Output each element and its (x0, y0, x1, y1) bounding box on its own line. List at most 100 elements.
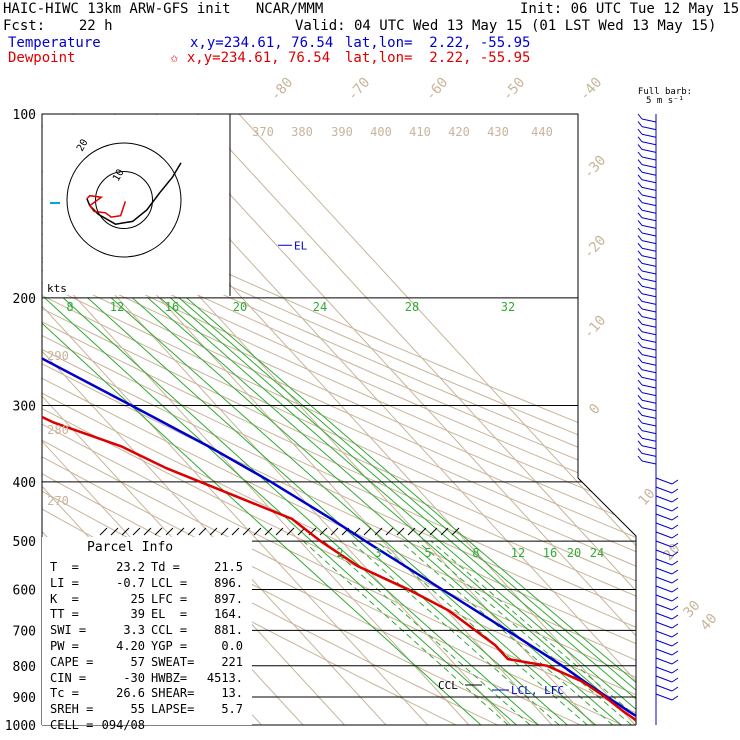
wind-barb (637, 136, 643, 143)
hodograph-ring-label: 10 (111, 168, 127, 184)
wind-barb (641, 392, 657, 397)
wind-barb (637, 189, 643, 196)
wind-barb (641, 270, 657, 275)
parcel-label: LCL = (151, 575, 188, 590)
wind-barb (641, 133, 657, 138)
wind-barb (655, 576, 673, 584)
wind-barb (637, 280, 643, 287)
mixing-ratio-label: 5 (424, 546, 431, 560)
wind-barb (655, 531, 673, 539)
hatch-mark (286, 527, 295, 536)
parcel-row: PW = 4.20 YGP = 0.0 (50, 640, 243, 652)
wind-barb (637, 364, 643, 371)
mixing-ratio-line (302, 540, 509, 725)
wind-barb (637, 379, 643, 386)
wind-barb (637, 296, 643, 302)
theta-label: 390 (331, 125, 353, 139)
wind-barb (641, 118, 657, 123)
wind-barb (637, 121, 643, 127)
wind-barb (671, 569, 679, 575)
wind-barb (641, 164, 657, 169)
isotherm-label: 0 (586, 401, 604, 418)
wind-barb (641, 346, 657, 351)
isotherm-label: -10 (581, 313, 610, 343)
pressure-tick-label: 400 (13, 476, 36, 491)
wind-barb (641, 217, 657, 222)
wind-barb (637, 425, 643, 431)
pressure-tick-label: 1000 (5, 719, 36, 734)
hatch-mark (319, 527, 328, 536)
isotherm-label: -30 (581, 153, 610, 183)
hatch-mark (429, 527, 438, 536)
parcel-label: TT = (50, 607, 79, 622)
wind-barb (637, 402, 643, 409)
wind-barb (637, 341, 643, 348)
theta-label: 290 (47, 349, 69, 363)
isotherm-label: -50 (500, 75, 529, 105)
hatch-mark (231, 527, 240, 536)
hatch-mark (396, 527, 405, 536)
mixing-ratio-label: 8 (66, 300, 73, 314)
theta-label: 280 (47, 423, 69, 437)
dry-adiabat-line (42, 114, 636, 725)
dry-adiabat-line (42, 114, 636, 725)
wind-barb (637, 212, 643, 219)
wind-barb (671, 551, 679, 557)
wind-barb (641, 255, 657, 260)
dewpoint-xy: ✩ x,y=234.61, 76.54 (170, 50, 331, 66)
hodograph-ring (95, 171, 153, 229)
wind-barb (637, 273, 643, 279)
parcel-row: CAPE = 57 SWEAT= 221 (50, 656, 243, 668)
isotherm-line (0, 114, 13, 725)
wind-barb (641, 316, 657, 321)
wind-barb (641, 369, 657, 374)
wind-barb (655, 540, 673, 548)
wind-barb (637, 455, 643, 462)
wind-barb (655, 567, 673, 575)
wind-barb (655, 684, 673, 692)
wind-barb (637, 174, 643, 181)
temperature-xy: x,y=234.61, 76.54 (190, 35, 334, 51)
isotherm-label: -60 (423, 75, 452, 105)
isotherm-label: 30 (680, 598, 703, 621)
theta-label: 380 (291, 125, 313, 139)
theta-label: 400 (370, 125, 392, 139)
parcel-label: YGP = (151, 639, 188, 653)
wind-barb (641, 460, 657, 465)
parcel-label: CAPE = (50, 654, 94, 669)
hatch-mark (198, 527, 207, 536)
dry-adiabat-line (42, 114, 636, 725)
valid-time: Valid: 04 UTC Wed 13 May 15 (01 LST Wed … (295, 18, 717, 34)
parcel-label: LFC = (151, 591, 188, 606)
parcel-row: T = 23.2 Td = 21.5 (50, 561, 243, 573)
isotherm-line (42, 114, 470, 725)
wind-barb (637, 311, 643, 317)
dry-adiabat-line (42, 114, 636, 725)
wind-barb (637, 334, 643, 340)
parcel-label: SHEAR= (151, 686, 195, 701)
wind-barb (641, 414, 657, 419)
parcel-value: 13. (221, 686, 243, 701)
mixing-ratio-label: 32 (501, 300, 515, 314)
dry-adiabat-line (42, 114, 636, 725)
hodograph-ring (66, 142, 182, 258)
forecast-hour: Fcst: 22 h (3, 18, 113, 34)
isotherm-label: -70 (345, 75, 374, 105)
mixing-ratio-label: 28 (405, 300, 419, 314)
parcel-value: -0.7 (116, 575, 145, 590)
parcel-row: Tc = 26.6 SHEAR= 13. (50, 687, 243, 699)
barb-legend-text: 5 m s⁻¹ (646, 96, 684, 106)
parcel-value: -30 (123, 670, 145, 685)
dewpoint-legend: Dewpoint (8, 50, 76, 66)
lcl-lfc-label: LCL, LFC (511, 684, 564, 697)
isotherm-label: -80 (268, 75, 297, 105)
wind-barb (655, 522, 673, 530)
parcel-value: 26.6 (116, 686, 145, 701)
dry-adiabat-line (42, 114, 636, 725)
wind-barb (671, 695, 679, 701)
parcel-value: 0.0 (221, 639, 243, 653)
wind-barb (641, 338, 657, 343)
isotherm-line (238, 114, 636, 725)
wind-barb (637, 250, 643, 257)
